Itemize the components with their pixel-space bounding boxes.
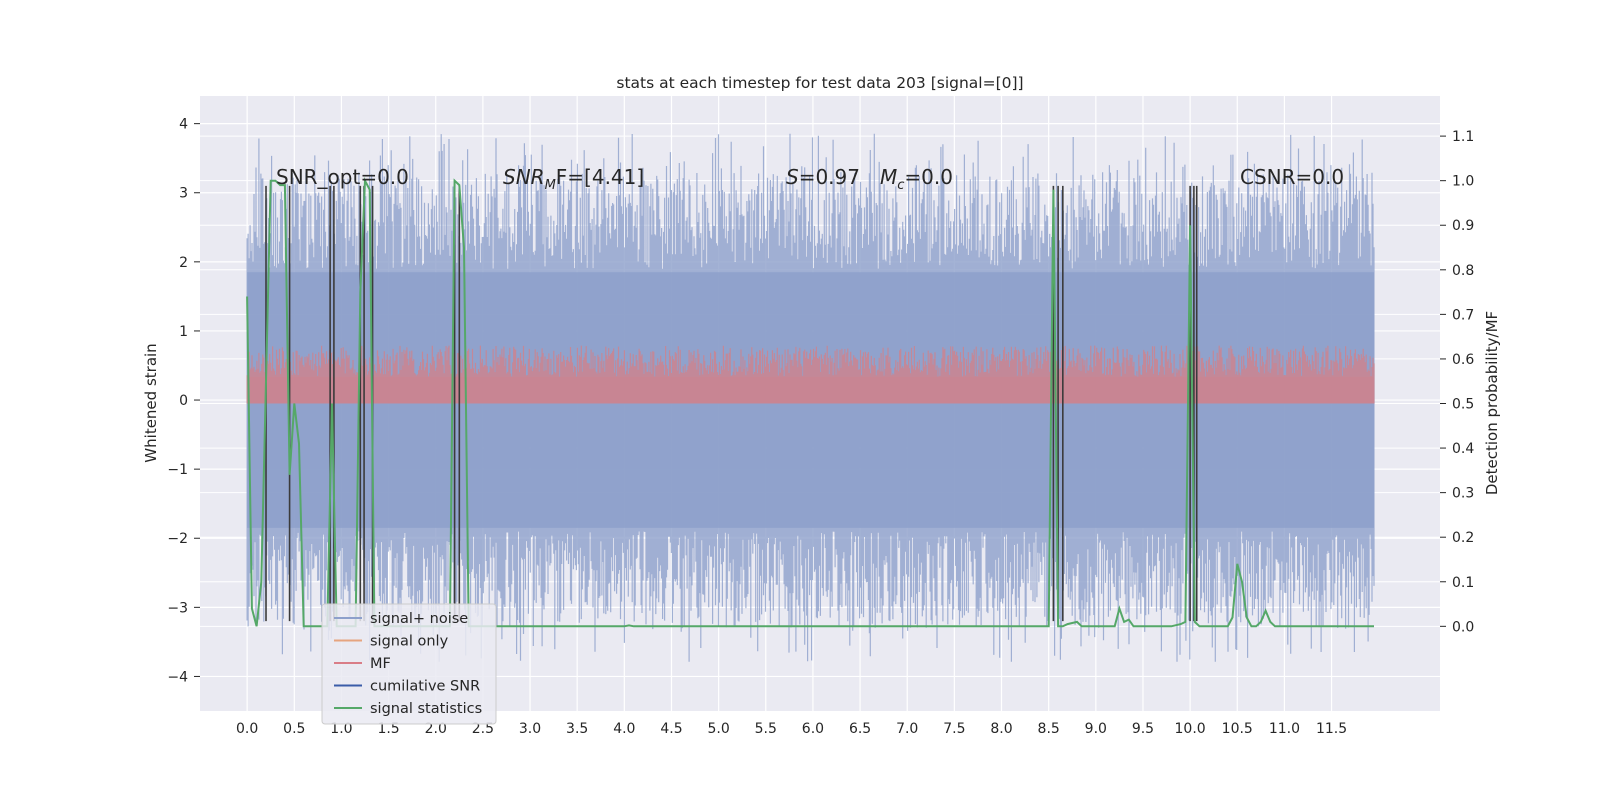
y2-tick-label: 1.1 bbox=[1452, 129, 1474, 145]
y-tick-label: 3 bbox=[179, 186, 188, 202]
y-tick-label: 0 bbox=[179, 393, 188, 409]
y-tick-label: −2 bbox=[167, 531, 188, 547]
x-tick-label: 0.0 bbox=[236, 721, 258, 737]
x-tick-label: 4.0 bbox=[613, 721, 635, 737]
y-tick-label: 2 bbox=[179, 255, 188, 271]
x-tick-label: 1.0 bbox=[330, 721, 352, 737]
legend: signal+ noise signal only MF cumilative SNR… bbox=[321, 603, 497, 725]
csnr-annotation: CSNR=0.0 bbox=[1240, 165, 1344, 189]
x-tick-label: 9.5 bbox=[1132, 721, 1154, 737]
x-tick-label: 5.0 bbox=[707, 721, 729, 737]
legend-label: signal statistics bbox=[370, 701, 482, 717]
x-tick-label: 1.5 bbox=[377, 721, 399, 737]
y2-tick-label: 0.9 bbox=[1452, 218, 1474, 234]
y2-tick-label: 0.3 bbox=[1452, 486, 1474, 502]
x-tick-label: 10.0 bbox=[1175, 721, 1206, 737]
legend-label: signal+ noise bbox=[370, 611, 468, 627]
y-tick-label: −4 bbox=[167, 669, 188, 685]
y-tick-label: 4 bbox=[179, 117, 188, 133]
x-tick-label: 9.0 bbox=[1085, 721, 1107, 737]
x-tick-label: 2.0 bbox=[425, 721, 447, 737]
x-tick-label: 11.0 bbox=[1269, 721, 1300, 737]
x-tick-label: 8.0 bbox=[990, 721, 1012, 737]
y2-tick-label: 0.6 bbox=[1452, 352, 1474, 368]
legend-box bbox=[321, 603, 497, 725]
x-tick-label: 5.5 bbox=[755, 721, 777, 737]
x-tick-label: 2.5 bbox=[472, 721, 494, 737]
y2-axis-ticks: 1.1 1.0 0.9 0.8 0.7 0.6 0.5 0.4 0.3 0.2 0.1 0.0 bbox=[1440, 129, 1474, 635]
x-tick-label: 8.5 bbox=[1038, 721, 1060, 737]
y2-tick-label: 0.5 bbox=[1452, 397, 1474, 413]
legend-label: cumilative SNR bbox=[370, 679, 480, 695]
x-tick-label: 6.5 bbox=[849, 721, 871, 737]
y2-tick-label: 0.7 bbox=[1452, 307, 1474, 323]
y-axis-label: Whitened strain bbox=[142, 343, 160, 462]
x-tick-label: 3.5 bbox=[566, 721, 588, 737]
snr-mf-annotation: SNRMF=[4.41] bbox=[503, 165, 644, 193]
s-annotation: S=0.97 bbox=[786, 165, 860, 189]
y2-tick-label: 1.0 bbox=[1452, 174, 1474, 190]
x-tick-label: 11.5 bbox=[1316, 721, 1347, 737]
y-tick-label: 1 bbox=[179, 324, 188, 340]
y2-tick-label: 0.4 bbox=[1452, 441, 1474, 457]
y-axis-ticks: 4 3 2 1 0 −1 −2 −3 −4 bbox=[167, 117, 200, 685]
legend-label: MF bbox=[370, 656, 391, 672]
chart-title: stats at each timestep for test data 203… bbox=[616, 74, 1023, 92]
y2-tick-label: 0.2 bbox=[1452, 530, 1474, 546]
x-tick-label: 0.5 bbox=[283, 721, 305, 737]
x-axis-ticks: 0.0 0.5 1.0 1.5 2.0 2.5 3.0 3.5 4.0 4.5 5.0 5.5 6.0 6… bbox=[236, 721, 1347, 737]
x-tick-label: 4.5 bbox=[660, 721, 682, 737]
y2-tick-label: 0.8 bbox=[1452, 263, 1474, 279]
x-tick-label: 6.0 bbox=[802, 721, 824, 737]
x-tick-label: 10.5 bbox=[1222, 721, 1253, 737]
x-tick-label: 7.0 bbox=[896, 721, 918, 737]
mf-series bbox=[246, 345, 1375, 404]
y2-tick-label: 0.1 bbox=[1452, 575, 1474, 591]
y2-axis-label: Detection probability/MF bbox=[1483, 311, 1501, 495]
y2-tick-label: 0.0 bbox=[1452, 619, 1474, 635]
mc-annotation: Mc=0.0 bbox=[880, 165, 953, 193]
x-tick-label: 3.0 bbox=[519, 721, 541, 737]
y-tick-label: −1 bbox=[167, 462, 188, 478]
y-tick-label: −3 bbox=[167, 600, 188, 616]
snr-opt-annotation: SNR_opt=0.0 bbox=[276, 165, 409, 189]
x-tick-label: 7.5 bbox=[943, 721, 965, 737]
legend-label: signal only bbox=[370, 634, 449, 650]
